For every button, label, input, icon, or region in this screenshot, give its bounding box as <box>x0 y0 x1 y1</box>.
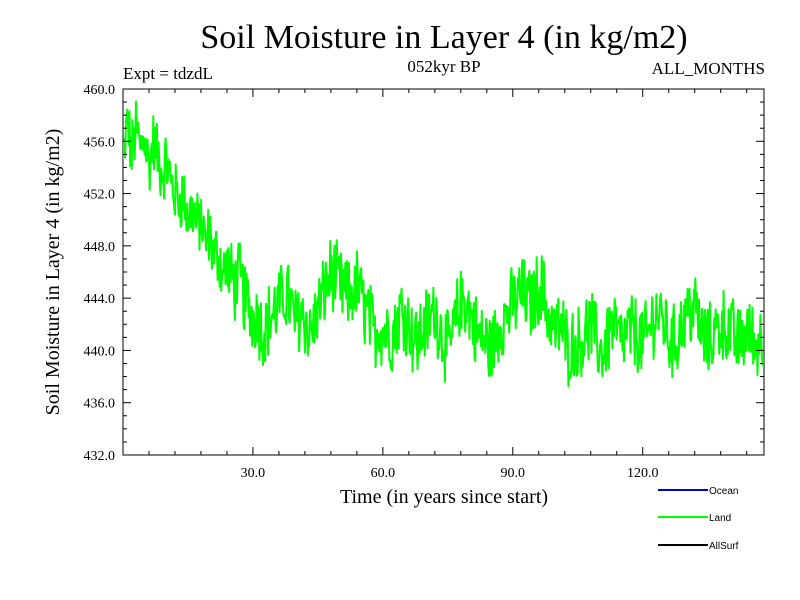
chart-subtitle-center: 052kyr BP <box>407 57 480 76</box>
y-tick-label: 436.0 <box>84 397 116 412</box>
x-tick-label: 30.0 <box>241 466 266 481</box>
y-tick-label: 456.0 <box>84 135 116 150</box>
y-axis-label: Soil Moisture in Layer 4 (in kg/m2) <box>42 129 64 416</box>
x-axis: 30.0 60.0 90.0 120.0 <box>122 89 748 481</box>
y-tick-label: 444.0 <box>84 292 116 307</box>
y-tick-label: 460.0 <box>84 83 116 98</box>
y-axis: 432.0 436.0 440.0 444.0 448.0 452.0 456.0 460.0 <box>84 83 764 464</box>
x-axis-label: Time (in years since start) <box>340 486 548 508</box>
x-tick-label: 60.0 <box>371 466 396 481</box>
chart-subtitle-right: ALL_MONTHS <box>652 59 765 78</box>
y-tick-label: 452.0 <box>84 188 116 203</box>
series-line-land <box>123 100 764 388</box>
legend-label-ocean: Ocean <box>709 486 738 497</box>
x-tick-label: 120.0 <box>627 466 659 481</box>
x-tick-label: 90.0 <box>501 466 526 481</box>
legend: Ocean Land AllSurf <box>658 486 739 552</box>
chart-title: Soil Moisture in Layer 4 (in kg/m2) <box>200 19 687 56</box>
y-tick-label: 440.0 <box>84 344 116 359</box>
chart-subtitle-left: Expt = tdzdL <box>123 64 213 83</box>
y-tick-label: 432.0 <box>84 449 116 464</box>
legend-label-allsurf: AllSurf <box>709 541 739 552</box>
y-tick-label: 448.0 <box>84 240 116 255</box>
legend-label-land: Land <box>709 513 731 524</box>
